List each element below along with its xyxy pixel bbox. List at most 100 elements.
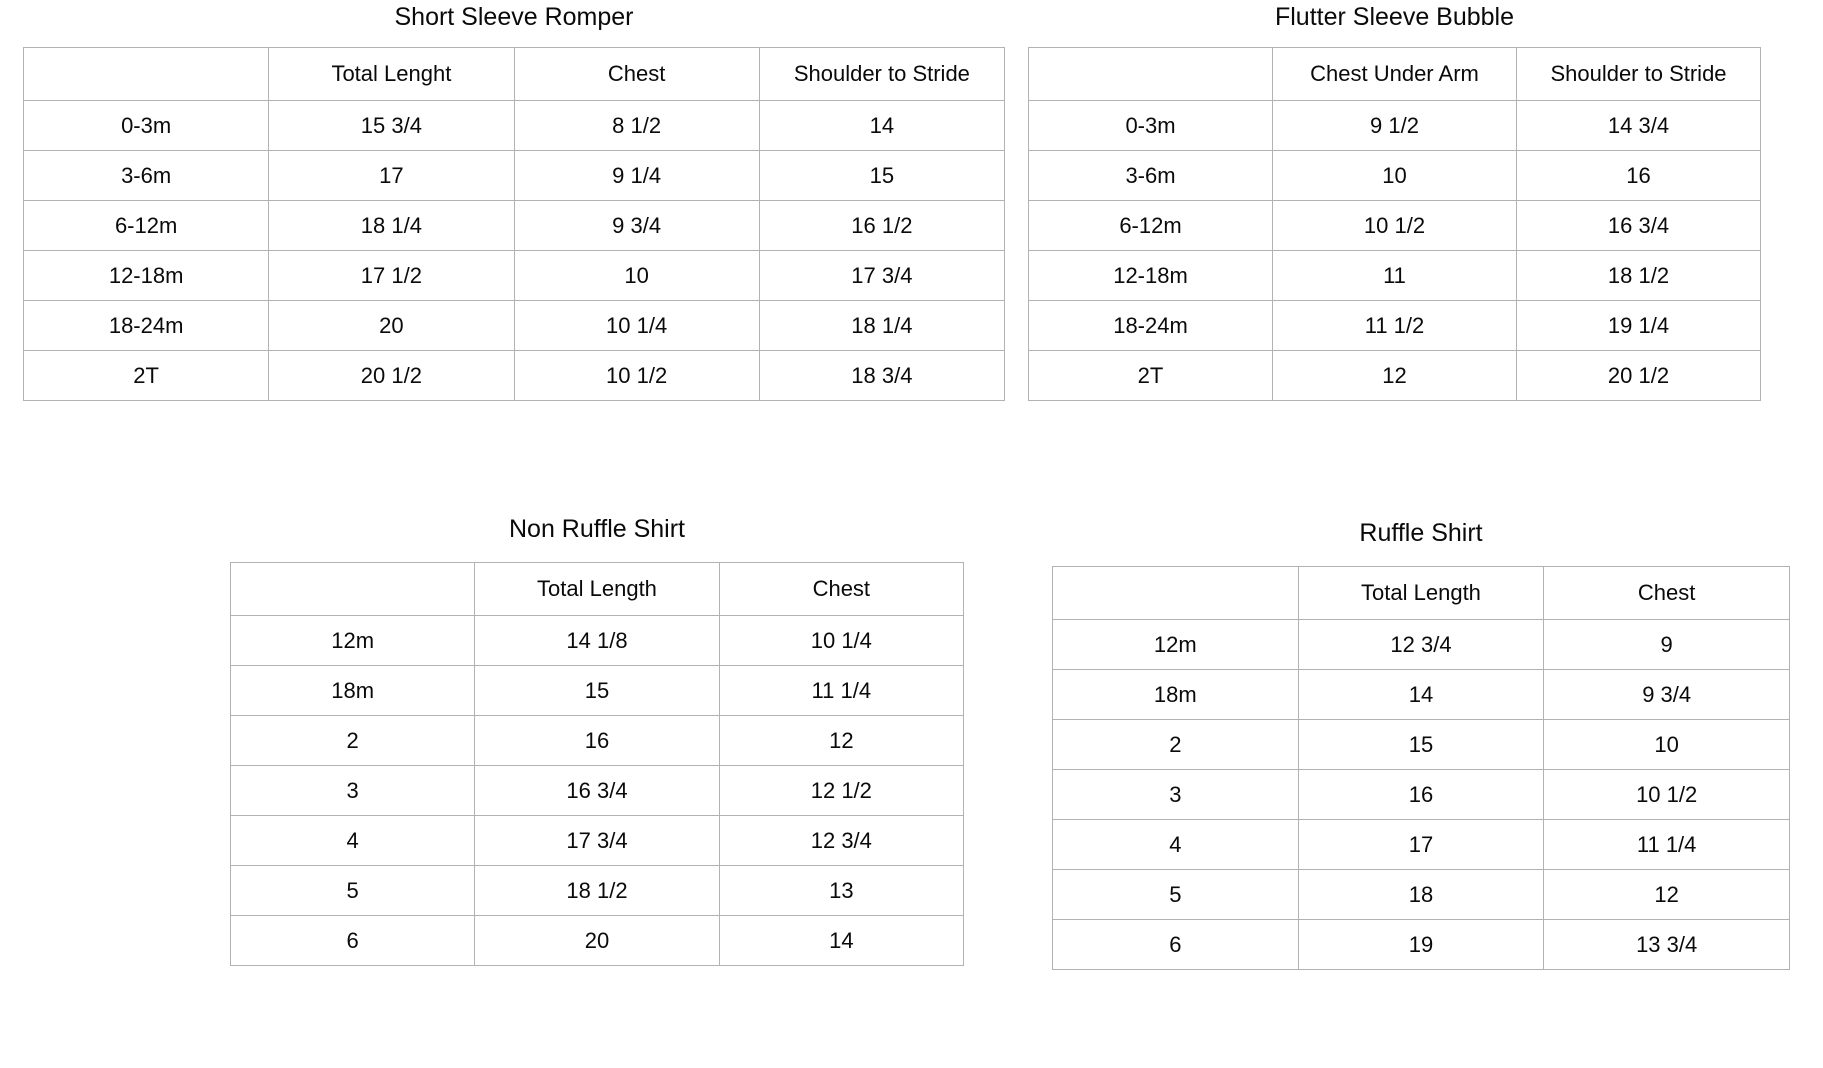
corner-cell (22, 47, 270, 101)
value-cell: 13 3/4 (1543, 919, 1790, 970)
table-row: 6-12m 10 1/2 16 3/4 (1028, 200, 1761, 251)
value-cell: 18 1/2 (1516, 250, 1761, 301)
value-cell: 12 3/4 (718, 815, 965, 866)
value-cell: 10 1/4 (513, 300, 760, 351)
table-row: 2 15 10 (1052, 719, 1790, 770)
row-label: 2T (22, 350, 270, 401)
table-row: 0-3m 15 3/4 8 1/2 14 (22, 100, 1006, 151)
value-cell: 11 (1272, 250, 1517, 301)
column-header: Chest (513, 47, 760, 101)
row-label: 12m (1052, 619, 1299, 670)
row-label: 18-24m (22, 300, 270, 351)
row-label: 6-12m (1028, 200, 1273, 251)
value-cell: 20 (268, 300, 515, 351)
row-label: 4 (1052, 819, 1299, 870)
value-cell: 9 1/4 (513, 150, 760, 201)
column-header: Shoulder to Stride (758, 47, 1006, 101)
table-row: 3 16 3/4 12 1/2 (229, 765, 965, 816)
row-label: 6 (1052, 919, 1299, 970)
size-table-short-sleeve-romper: Total Lenght Chest Shoulder to Stride 0-3m 1… (22, 47, 1006, 401)
value-cell: 18 3/4 (758, 350, 1006, 401)
value-cell: 20 1/2 (268, 350, 515, 401)
value-cell: 20 (474, 915, 720, 966)
value-cell: 8 1/2 (513, 100, 760, 151)
table-row: 18-24m 11 1/2 19 1/4 (1028, 300, 1761, 351)
table-row: 6 20 14 (229, 915, 965, 966)
value-cell: 12 1/2 (718, 765, 965, 816)
value-cell: 20 1/2 (1516, 350, 1761, 401)
value-cell: 10 (1272, 150, 1517, 201)
table-row: 18-24m 20 10 1/4 18 1/4 (22, 300, 1006, 351)
value-cell: 11 1/4 (718, 665, 965, 716)
value-cell: 14 3/4 (1516, 100, 1761, 151)
value-cell: 15 (758, 150, 1006, 201)
corner-cell (1028, 47, 1273, 101)
value-cell: 16 (1297, 769, 1545, 820)
value-cell: 16 (1516, 150, 1761, 201)
table-title-non-ruffle-shirt: Non Ruffle Shirt (508, 515, 685, 543)
row-label: 18m (229, 665, 476, 716)
value-cell: 9 3/4 (1543, 669, 1790, 720)
table-row: 3 16 10 1/2 (1052, 769, 1790, 820)
table-row: 12-18m 11 18 1/2 (1028, 250, 1761, 301)
row-label: 0-3m (22, 100, 270, 151)
column-header: Chest (718, 562, 965, 616)
row-label: 12m (229, 615, 476, 666)
value-cell: 19 (1297, 919, 1545, 970)
table-row: 12m 14 1/8 10 1/4 (229, 615, 965, 666)
value-cell: 10 1/2 (1272, 200, 1517, 251)
table-row: 3-6m 17 9 1/4 15 (22, 150, 1006, 201)
column-header: Chest Under Arm (1272, 47, 1517, 101)
table-block-flutter-sleeve-bubble: Flutter Sleeve Bubble Chest Under Arm Sho… (1028, 2, 1761, 401)
row-label: 6-12m (22, 200, 270, 251)
row-label: 3-6m (22, 150, 270, 201)
table-row: 18m 14 9 3/4 (1052, 669, 1790, 720)
value-cell: 14 (758, 100, 1006, 151)
value-cell: 18 1/4 (268, 200, 515, 251)
value-cell: 12 (1272, 350, 1517, 401)
value-cell: 18 (1297, 869, 1545, 920)
value-cell: 10 1/4 (718, 615, 965, 666)
value-cell: 12 (1543, 869, 1790, 920)
column-header: Chest (1543, 566, 1790, 620)
table-block-short-sleeve-romper: Short Sleeve Romper Total Lenght Chest Sho… (22, 2, 1006, 401)
table-row: 6-12m 18 1/4 9 3/4 16 1/2 (22, 200, 1006, 251)
value-cell: 9 3/4 (513, 200, 760, 251)
size-table-flutter-sleeve-bubble: Chest Under Arm Shoulder to Stride 0-3m 9 1… (1028, 47, 1761, 401)
value-cell: 10 1/2 (1543, 769, 1790, 820)
row-label: 5 (1052, 869, 1299, 920)
row-label: 3 (229, 765, 476, 816)
value-cell: 10 (513, 250, 760, 301)
row-label: 12-18m (22, 250, 270, 301)
table-title-ruffle-shirt: Ruffle Shirt (1359, 519, 1483, 547)
value-cell: 14 1/8 (474, 615, 720, 666)
value-cell: 9 1/2 (1272, 100, 1517, 151)
column-header: Total Length (1297, 566, 1545, 620)
value-cell: 9 (1543, 619, 1790, 670)
header-row: Total Length Chest (1052, 566, 1790, 620)
row-label: 0-3m (1028, 100, 1273, 151)
table-row: 2 16 12 (229, 715, 965, 766)
size-table-non-ruffle-shirt: Total Length Chest 12m 14 1/8 10 1/4 18m 15 11 … (229, 562, 965, 966)
table-row: 2T 12 20 1/2 (1028, 350, 1761, 401)
value-cell: 17 (268, 150, 515, 201)
table-row: 12-18m 17 1/2 10 17 3/4 (22, 250, 1006, 301)
table-title-flutter-sleeve-bubble: Flutter Sleeve Bubble (1274, 3, 1515, 31)
value-cell: 12 3/4 (1297, 619, 1545, 670)
row-label: 18m (1052, 669, 1299, 720)
value-cell: 12 (718, 715, 965, 766)
value-cell: 18 1/2 (474, 865, 720, 916)
table-row: 4 17 3/4 12 3/4 (229, 815, 965, 866)
value-cell: 16 (474, 715, 720, 766)
row-label: 5 (229, 865, 476, 916)
header-row: Total Length Chest (229, 562, 965, 616)
row-label: 18-24m (1028, 300, 1273, 351)
table-row: 4 17 11 1/4 (1052, 819, 1790, 870)
row-label: 3 (1052, 769, 1299, 820)
value-cell: 11 1/2 (1272, 300, 1517, 351)
value-cell: 14 (1297, 669, 1545, 720)
corner-cell (229, 562, 476, 616)
table-row: 0-3m 9 1/2 14 3/4 (1028, 100, 1761, 151)
value-cell: 17 1/2 (268, 250, 515, 301)
column-header: Total Length (474, 562, 720, 616)
